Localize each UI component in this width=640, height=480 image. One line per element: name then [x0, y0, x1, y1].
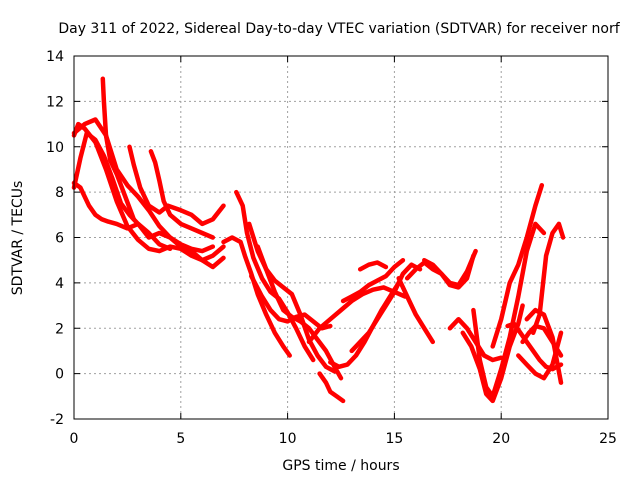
- series-arc-16: [349, 262, 423, 354]
- series-arc-28: [524, 307, 564, 385]
- y-tick-label: 4: [55, 276, 64, 292]
- series-arc-11: [255, 244, 344, 381]
- x-tick-label: 15: [385, 431, 403, 447]
- chart-title: Day 311 of 2022, Sidereal Day-to-day VTE…: [58, 21, 620, 37]
- y-tick-label: 2: [55, 321, 64, 337]
- x-tick-label: 10: [279, 431, 297, 447]
- series-arc-21: [422, 253, 476, 290]
- x-tick-label: 0: [70, 431, 79, 447]
- y-tick-label: 12: [46, 94, 64, 110]
- y-tick-label: -2: [50, 412, 64, 428]
- series-arc-6: [127, 144, 226, 227]
- series-arc-5: [100, 76, 137, 222]
- series-arc-17: [340, 257, 406, 304]
- y-tick-label: 8: [55, 185, 64, 201]
- series-arc-14: [306, 285, 408, 345]
- series-layer: [71, 76, 566, 404]
- series-arc-3: [71, 130, 173, 252]
- series-arc-7: [148, 149, 216, 240]
- x-tick-label: 5: [176, 431, 185, 447]
- y-tick-label: 6: [55, 231, 64, 247]
- x-tick-label: 20: [492, 431, 510, 447]
- series-arc-9: [234, 189, 316, 363]
- y-tick-label: 10: [46, 140, 64, 156]
- series-arc-19: [396, 276, 436, 345]
- y-axis-label: SDTVAR / TECUs: [10, 181, 26, 296]
- series-arc-23: [460, 303, 525, 404]
- series-arc-18: [357, 260, 389, 272]
- series-arc-4: [71, 117, 216, 254]
- series-arc-25: [490, 183, 545, 349]
- y-tick-label: 14: [46, 49, 64, 65]
- series-arc-13: [317, 371, 346, 404]
- y-tick-label: 0: [55, 367, 64, 383]
- series-arc-12: [249, 273, 333, 331]
- series-arc-27: [516, 330, 564, 381]
- x-axis-label: GPS time / hours: [282, 458, 399, 474]
- series-arc-30: [520, 323, 564, 358]
- series-arc-24: [471, 221, 547, 399]
- ticks: 0 5 10 15 20 25 -2 0 2 4 6 8 10 12 14: [46, 49, 617, 447]
- x-tick-label: 25: [599, 431, 617, 447]
- series-arc-29: [530, 221, 566, 336]
